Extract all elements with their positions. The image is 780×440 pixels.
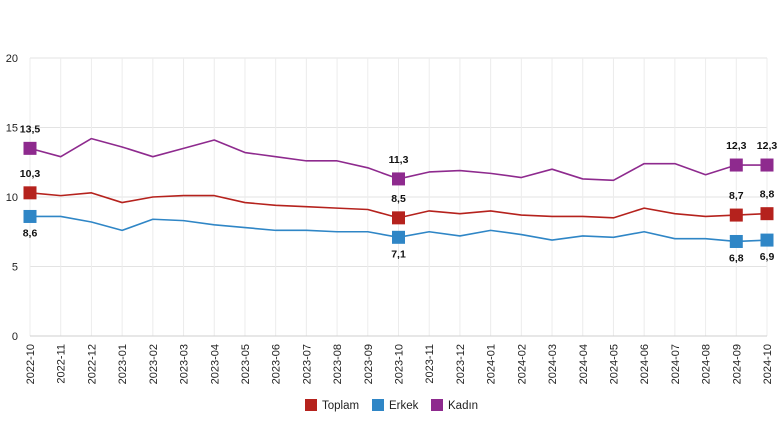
x-tick-label: 2024-09 (731, 344, 743, 384)
y-axis: 0 5 10 15 20 (6, 53, 18, 343)
x-tick-label: 2022-10 (25, 344, 37, 384)
x-tick-label: 2023-10 (394, 344, 406, 384)
x-tick-label: 2023-01 (117, 344, 129, 384)
x-axis: 2022-10 2022-11 2022-12 2023-01 2023-02 2023-… (25, 335, 774, 384)
series-1: 8,6 7,1 6,8 6,9 (23, 209, 775, 264)
y-tick-label: 0 (12, 331, 18, 343)
x-tick-label: 2024-03 (547, 344, 559, 384)
data-label: 11,3 (389, 154, 409, 166)
data-label: 8,8 (760, 189, 775, 201)
series-2: 13,5 11,3 12,3 12,3 (20, 123, 778, 186)
data-marker[interactable] (729, 158, 743, 172)
x-tick-label: 2023-07 (301, 344, 313, 384)
data-marker[interactable] (392, 211, 405, 225)
x-tick-label: 2024-10 (762, 344, 774, 384)
data-marker[interactable] (729, 234, 743, 248)
x-tick-label: 2024-02 (516, 344, 528, 384)
x-tick-label: 2023-08 (332, 344, 344, 384)
legend-swatch (431, 399, 443, 411)
data-label: 8,7 (729, 190, 744, 202)
data-label: 8,6 (23, 227, 38, 239)
y-tick-label: 15 (6, 123, 18, 135)
legend-swatch (305, 399, 317, 411)
gridlines (29, 57, 768, 337)
data-marker[interactable] (760, 158, 774, 172)
series-0: 10,3 8,5 8,7 8,8 (20, 168, 775, 225)
legend-label: Erkek (389, 400, 419, 412)
data-marker[interactable] (760, 207, 774, 221)
x-tick-label: 2022-11 (56, 344, 68, 384)
x-tick-label: 2024-01 (486, 344, 498, 384)
legend-swatch (372, 399, 384, 411)
x-tick-label: 2023-02 (148, 344, 160, 384)
legend-label: Kadın (448, 400, 478, 412)
data-label: 6,8 (729, 252, 744, 264)
legend-item[interactable]: Toplam (305, 399, 359, 412)
x-tick-label: 2023-09 (363, 344, 375, 384)
x-tick-label: 2022-12 (86, 344, 98, 384)
legend-label: Toplam (322, 400, 359, 412)
data-marker[interactable] (760, 233, 774, 247)
x-tick-label: 2023-05 (240, 344, 252, 384)
data-marker[interactable] (23, 141, 37, 155)
legend-item[interactable]: Kadın (431, 399, 478, 412)
x-tick-label: 2023-04 (209, 344, 221, 384)
x-tick-label: 2024-06 (639, 344, 651, 384)
data-marker[interactable] (392, 230, 405, 244)
x-tick-label: 2024-05 (608, 344, 620, 384)
x-tick-label: 2023-12 (455, 344, 467, 384)
legend[interactable]: Toplam Erkek Kadın (305, 399, 478, 412)
data-label: 12,3 (757, 140, 778, 152)
x-tick-label: 2023-03 (179, 344, 191, 384)
y-tick-label: 10 (6, 192, 18, 204)
data-label: 10,3 (20, 168, 41, 180)
x-tick-label: 2024-07 (670, 344, 682, 384)
x-tick-label: 2023-06 (271, 344, 283, 384)
data-marker[interactable] (392, 172, 405, 186)
data-label: 7,1 (391, 248, 406, 260)
x-tick-label: 2024-04 (578, 344, 590, 384)
data-marker[interactable] (23, 186, 37, 200)
y-tick-label: 5 (12, 262, 18, 274)
x-tick-label: 2023-11 (424, 344, 436, 384)
x-tick-label: 2024-08 (701, 344, 713, 384)
data-marker[interactable] (23, 209, 37, 223)
legend-item[interactable]: Erkek (372, 399, 419, 412)
data-marker[interactable] (729, 208, 743, 222)
data-label: 6,9 (760, 251, 775, 263)
data-label: 8,5 (391, 193, 406, 205)
series-layer: 10,3 8,5 8,7 8,8 8,6 7,1 6,8 6,9 13,5 11,3 12,3 12,… (20, 123, 778, 264)
y-tick-label: 20 (6, 53, 18, 65)
data-label: 12,3 (726, 140, 747, 152)
data-label: 13,5 (20, 123, 41, 135)
